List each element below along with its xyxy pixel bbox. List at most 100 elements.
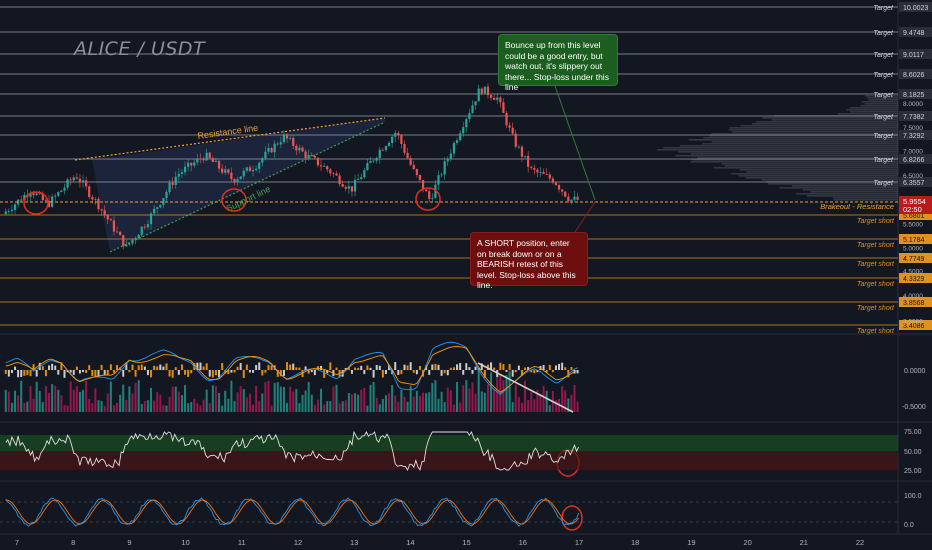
candle-body	[517, 146, 520, 148]
volume-bar	[301, 394, 304, 412]
candle-body	[329, 169, 332, 174]
macd-histogram-bar	[545, 370, 548, 373]
candle-body	[431, 198, 434, 199]
volume-bar	[573, 384, 576, 412]
macd-histogram-bar	[69, 370, 72, 373]
short-target-value: 4.3329	[903, 276, 925, 283]
volume-bar	[366, 405, 369, 412]
volume-bar	[119, 394, 122, 412]
red-note: A SHORT position, enter on break down or…	[470, 232, 588, 290]
resistance-trendline	[74, 117, 386, 161]
volume-bar	[298, 403, 301, 412]
volume-bar	[273, 382, 276, 412]
volume-bar	[474, 393, 477, 412]
volume-bar	[347, 393, 350, 412]
volume-bar	[29, 386, 32, 412]
candle-body	[273, 143, 276, 153]
candle-body	[480, 88, 483, 94]
candle-body	[75, 177, 78, 179]
macd-histogram-bar	[128, 370, 131, 373]
volume-bar	[69, 381, 72, 412]
macd-histogram-bar	[561, 362, 564, 370]
macd-histogram-bar	[542, 365, 545, 370]
volume-bar	[310, 394, 313, 412]
macd-histogram-bar	[378, 365, 381, 370]
macd-histogram-bar	[360, 365, 363, 370]
macd-histogram-bar	[100, 364, 103, 370]
volume-bar	[218, 392, 221, 412]
macd-histogram-bar	[214, 370, 217, 376]
volume-bar	[338, 403, 341, 412]
volume-bar	[75, 386, 78, 412]
candle-body	[289, 137, 292, 139]
macd-histogram-bar	[48, 365, 51, 370]
macd-histogram-bar	[536, 370, 539, 373]
macd-histogram-bar	[431, 364, 434, 370]
macd-histogram-bar	[140, 364, 143, 370]
volume-bar	[462, 385, 465, 412]
volume-profile-bar	[802, 189, 898, 191]
candle-body	[122, 235, 125, 247]
macd-histogram-bar	[153, 365, 156, 370]
volume-profile-bar	[663, 147, 898, 149]
macd-histogram-bar	[134, 370, 137, 377]
volume-bar	[177, 391, 180, 412]
volume-bar	[415, 390, 418, 412]
volume-bar	[514, 384, 517, 412]
candle-body	[418, 174, 422, 181]
macd-histogram-bar	[329, 362, 332, 370]
candle-body	[140, 226, 143, 235]
short-target-tag	[899, 297, 932, 307]
short-target-label: Target short	[857, 261, 895, 268]
candle-body	[208, 152, 211, 159]
macd-histogram-bar	[227, 370, 230, 375]
candle-body	[505, 112, 508, 126]
volume-bar	[418, 395, 421, 412]
candle-body	[32, 193, 35, 196]
candle-body	[443, 161, 446, 175]
macd-histogram-bar	[326, 370, 329, 374]
candle-body	[187, 162, 190, 167]
macd-histogram-bar	[248, 370, 251, 373]
volume-bar	[54, 385, 57, 412]
volume-bar	[88, 398, 91, 412]
macd-histogram-bar	[567, 370, 570, 378]
volume-bar	[422, 392, 425, 412]
macd-histogram-bar	[443, 370, 446, 374]
volume-profile-bar	[702, 143, 898, 145]
macd-histogram-bar	[474, 366, 477, 370]
volume-bar	[184, 385, 187, 412]
volume-profile-bar	[731, 173, 898, 175]
macd-histogram-bar	[29, 370, 32, 377]
candle-body	[378, 149, 381, 158]
volume-bar	[329, 401, 332, 412]
volume-profile-bar	[756, 121, 898, 123]
candle-body	[489, 95, 493, 98]
time-tick: 9	[127, 538, 131, 547]
volume-bar	[276, 382, 279, 412]
macd-histogram-bar	[289, 364, 292, 370]
macd-histogram-bar	[394, 362, 397, 370]
macd-histogram-bar	[400, 370, 403, 375]
stoch-k-line	[5, 497, 580, 527]
macd-histogram-bar	[548, 364, 551, 370]
candle-body	[103, 210, 106, 215]
macd-histogram-bar	[282, 370, 285, 376]
volume-profile-bar	[861, 101, 898, 103]
time-tick: 10	[181, 538, 189, 547]
candle-body	[211, 158, 214, 163]
time-tick: 18	[631, 538, 639, 547]
time-tick: 21	[800, 538, 808, 547]
candle-body	[214, 160, 218, 163]
macd-histogram-bar	[412, 370, 415, 373]
short-target-tag	[899, 273, 932, 283]
macd-histogram-bar	[75, 366, 78, 370]
macd-histogram	[4, 362, 579, 412]
macd-histogram-bar	[335, 367, 338, 370]
macd-histogram-bar	[403, 364, 406, 370]
volume-bar	[372, 381, 375, 412]
volume-profile-bar	[849, 107, 898, 109]
macd-histogram-bar	[97, 370, 100, 378]
short-target-label: Target short	[857, 242, 895, 249]
macd-histogram-bar	[372, 370, 375, 378]
